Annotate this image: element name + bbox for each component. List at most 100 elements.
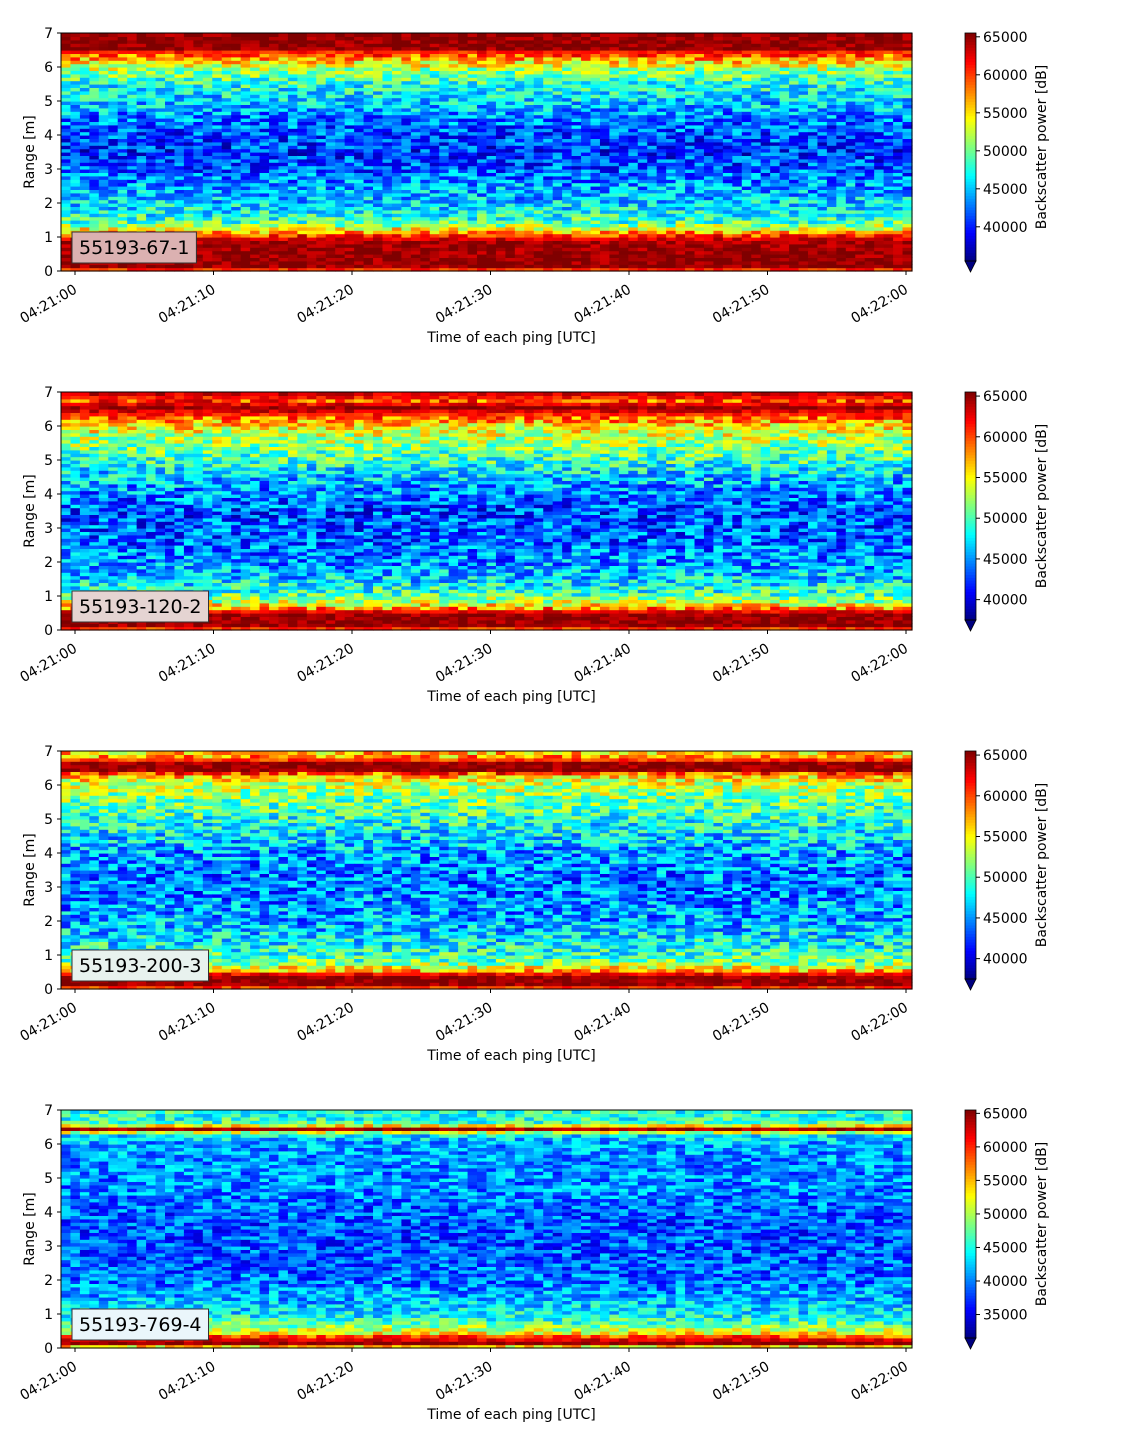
x-tick-label: 04:21:40 xyxy=(572,1359,634,1404)
x-tick-label: 04:21:10 xyxy=(156,1000,218,1045)
y-tick-label: 2 xyxy=(44,914,53,930)
y-tick-label: 6 xyxy=(44,1137,53,1153)
x-tick-label: 04:22:00 xyxy=(849,641,911,686)
y-axis-label: Range [m] xyxy=(22,1192,38,1265)
x-tick-label: 04:21:20 xyxy=(295,1000,357,1045)
x-tick-label: 04:21:10 xyxy=(156,282,218,327)
colorbar-tick-label: 55000 xyxy=(983,471,1028,487)
x-tick-label: 04:21:00 xyxy=(18,1359,80,1404)
x-tick-label: 04:22:00 xyxy=(849,1359,911,1404)
colorbar-tick-label: 65000 xyxy=(983,1106,1028,1122)
x-tick-label: 04:21:30 xyxy=(433,282,495,327)
x-tick-label: 04:21:30 xyxy=(433,1000,495,1045)
colorbar-tick-label: 60000 xyxy=(983,1140,1028,1156)
y-tick-label: 6 xyxy=(44,778,53,794)
colorbar-tick-label: 35000 xyxy=(983,1308,1028,1324)
x-tick-label: 04:21:10 xyxy=(156,1359,218,1404)
colorbar-extend-arrow xyxy=(965,1338,976,1349)
y-tick-label: 4 xyxy=(44,487,53,503)
y-axis-label: Range [m] xyxy=(22,474,38,547)
colorbar-tick-label: 45000 xyxy=(983,182,1028,198)
colorbar-tick-label: 40000 xyxy=(983,1274,1028,1290)
x-tick-label: 04:21:10 xyxy=(156,641,218,686)
colorbar-tick-label: 40000 xyxy=(983,952,1028,968)
x-tick-label: 04:21:30 xyxy=(433,1359,495,1404)
panel-label-text: 55193-120-2 xyxy=(79,596,202,618)
y-tick-label: 0 xyxy=(44,1341,53,1357)
colorbar-tick-label: 45000 xyxy=(983,552,1028,568)
x-tick-label: 04:21:20 xyxy=(295,1359,357,1404)
y-tick-label: 5 xyxy=(44,1171,53,1187)
y-tick-label: 4 xyxy=(44,1205,53,1221)
y-tick-label: 0 xyxy=(44,623,53,639)
x-tick-label: 04:21:00 xyxy=(18,641,80,686)
colorbar-tick-label: 65000 xyxy=(983,30,1028,46)
panel-2: 0 1 2 3 4 5 6 7 Range [m] 04:21:00 04:21:10 04:21:2… xyxy=(18,385,1050,705)
x-tick-label: 04:21:50 xyxy=(710,1359,772,1404)
panel-label-text: 55193-200-3 xyxy=(79,955,202,977)
x-tick-label: 04:21:20 xyxy=(295,282,357,327)
x-axis-label: Time of each ping [UTC] xyxy=(426,1407,596,1423)
x-tick-label: 04:21:40 xyxy=(572,641,634,686)
colorbar-label: Backscatter power [dB] xyxy=(1034,783,1050,948)
y-tick-label: 1 xyxy=(44,948,53,964)
panel-label: 55193-67-1 xyxy=(72,232,196,263)
y-tick-label: 1 xyxy=(44,589,53,605)
panel-label: 55193-200-3 xyxy=(72,950,209,981)
y-tick-label: 7 xyxy=(44,385,53,401)
colorbar-tick-label: 60000 xyxy=(983,789,1028,805)
x-axis-label: Time of each ping [UTC] xyxy=(426,689,596,705)
y-axis-label: Range [m] xyxy=(22,115,38,188)
x-tick-label: 04:21:20 xyxy=(295,641,357,686)
x-tick-label: 04:21:00 xyxy=(18,1000,80,1045)
y-tick-label: 1 xyxy=(44,1307,53,1323)
colorbar-extend-arrow xyxy=(965,620,976,631)
colorbar-tick-label: 45000 xyxy=(983,1240,1028,1256)
colorbar-extend-arrow xyxy=(965,979,976,990)
y-tick-label: 2 xyxy=(44,1273,53,1289)
y-tick-label: 2 xyxy=(44,196,53,212)
y-tick-label: 0 xyxy=(44,982,53,998)
y-tick-label: 1 xyxy=(44,230,53,246)
y-tick-label: 7 xyxy=(44,26,53,42)
x-tick-label: 04:21:00 xyxy=(18,282,80,327)
x-tick-label: 04:21:50 xyxy=(710,282,772,327)
colorbar-tick-label: 40000 xyxy=(983,593,1028,609)
x-tick-label: 04:21:40 xyxy=(572,1000,634,1045)
x-tick-label: 04:22:00 xyxy=(849,1000,911,1045)
y-tick-label: 7 xyxy=(44,1103,53,1119)
y-tick-label: 6 xyxy=(44,60,53,76)
x-axis-label: Time of each ping [UTC] xyxy=(426,330,596,346)
panel-label: 55193-120-2 xyxy=(72,591,209,622)
colorbar-tick-label: 60000 xyxy=(983,430,1028,446)
panel-label-text: 55193-67-1 xyxy=(79,237,189,259)
y-tick-label: 3 xyxy=(44,880,53,896)
y-tick-label: 0 xyxy=(44,264,53,280)
colorbar-label: Backscatter power [dB] xyxy=(1034,1142,1050,1307)
y-tick-label: 4 xyxy=(44,128,53,144)
x-axis-label: Time of each ping [UTC] xyxy=(426,1048,596,1064)
colorbar: 400004500050000550006000065000Backscatte… xyxy=(965,30,1050,272)
colorbar-tick-label: 45000 xyxy=(983,911,1028,927)
colorbar-tick-label: 50000 xyxy=(983,511,1028,527)
colorbar: 400004500050000550006000065000Backscatte… xyxy=(965,389,1050,631)
colorbar-tick-label: 55000 xyxy=(983,106,1028,122)
y-tick-label: 3 xyxy=(44,162,53,178)
y-tick-label: 5 xyxy=(44,453,53,469)
panel-1: 0 1 2 3 4 5 6 7 Range [m] 04:21:00 04:21:10 04:21:2… xyxy=(18,26,1050,346)
colorbar: 35000400004500050000550006000065000Backs… xyxy=(965,1106,1050,1349)
colorbar-tick-label: 40000 xyxy=(983,220,1028,236)
y-tick-label: 3 xyxy=(44,521,53,537)
y-tick-label: 7 xyxy=(44,744,53,760)
panel-label: 55193-769-4 xyxy=(72,1309,209,1340)
colorbar-label: Backscatter power [dB] xyxy=(1034,424,1050,589)
y-tick-label: 5 xyxy=(44,94,53,110)
x-tick-label: 04:22:00 xyxy=(849,282,911,327)
y-tick-label: 2 xyxy=(44,555,53,571)
colorbar-extend-arrow xyxy=(965,261,976,272)
y-tick-label: 6 xyxy=(44,419,53,435)
